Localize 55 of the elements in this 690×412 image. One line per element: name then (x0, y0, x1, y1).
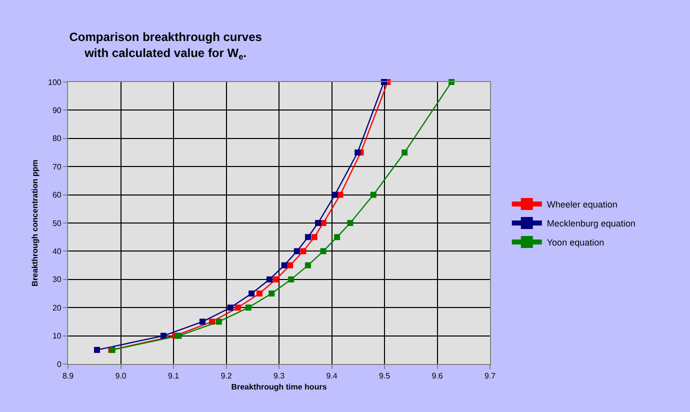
point (272, 276, 279, 282)
chart-title: Comparison breakthrough curves with calculated value for W$_{e}$. (69, 30, 262, 62)
point (320, 248, 326, 254)
y-tick-label: 60 (52, 190, 62, 200)
x-tick-label: 9.6 (432, 372, 444, 381)
y-tick-label: 30 (52, 275, 62, 284)
y-tick-label: 100 (48, 78, 62, 87)
x-tick-label: 9.2 (220, 372, 232, 381)
point (245, 304, 252, 311)
point (287, 262, 294, 268)
point (305, 262, 312, 268)
x-tick-label: 8.9 (62, 372, 74, 381)
point (160, 332, 166, 339)
y-tick-label: 80 (52, 134, 62, 144)
point (227, 304, 234, 311)
point (176, 332, 182, 339)
y-tick-label: 40 (52, 247, 62, 256)
point (347, 220, 354, 226)
point (305, 234, 312, 240)
point (370, 192, 376, 198)
y-tick-label: 70 (52, 162, 62, 172)
point (281, 262, 288, 268)
point (266, 276, 273, 282)
y-tick-label: 0 (56, 360, 62, 369)
point (311, 234, 318, 240)
point (200, 318, 206, 325)
x-tick-label: 9.3 (273, 372, 286, 381)
x-tick-label: 9.0 (115, 372, 127, 381)
point (234, 304, 241, 311)
point (248, 290, 255, 296)
y-tick-label: 10 (52, 332, 62, 341)
y-axis-title: Breakthrough concentration ppm (30, 160, 40, 286)
point (300, 248, 306, 254)
point (354, 150, 361, 156)
point (94, 346, 100, 353)
x-tick-label: 9.1 (168, 372, 180, 381)
point (334, 234, 340, 240)
point (268, 290, 275, 296)
point (256, 290, 262, 296)
legend-label: Yoon equation (546, 238, 604, 248)
x-tick-label: 9.4 (326, 372, 338, 381)
point (288, 276, 294, 282)
y-tick-label: 90 (52, 106, 62, 115)
legend-label: Mecklenburg equation (546, 218, 636, 229)
point (294, 248, 300, 254)
point (315, 220, 322, 226)
point (216, 318, 222, 325)
x-axis-title: Breakthrough time hours (231, 382, 328, 392)
x-tick-label: 9.7 (484, 372, 496, 381)
x-tick-label: 9.5 (378, 372, 391, 381)
point (332, 192, 338, 198)
y-tick-label: 50 (52, 218, 62, 228)
legend-label: Wheeler equation (546, 200, 618, 210)
point (402, 150, 408, 156)
y-tick-label: 20 (52, 303, 62, 312)
